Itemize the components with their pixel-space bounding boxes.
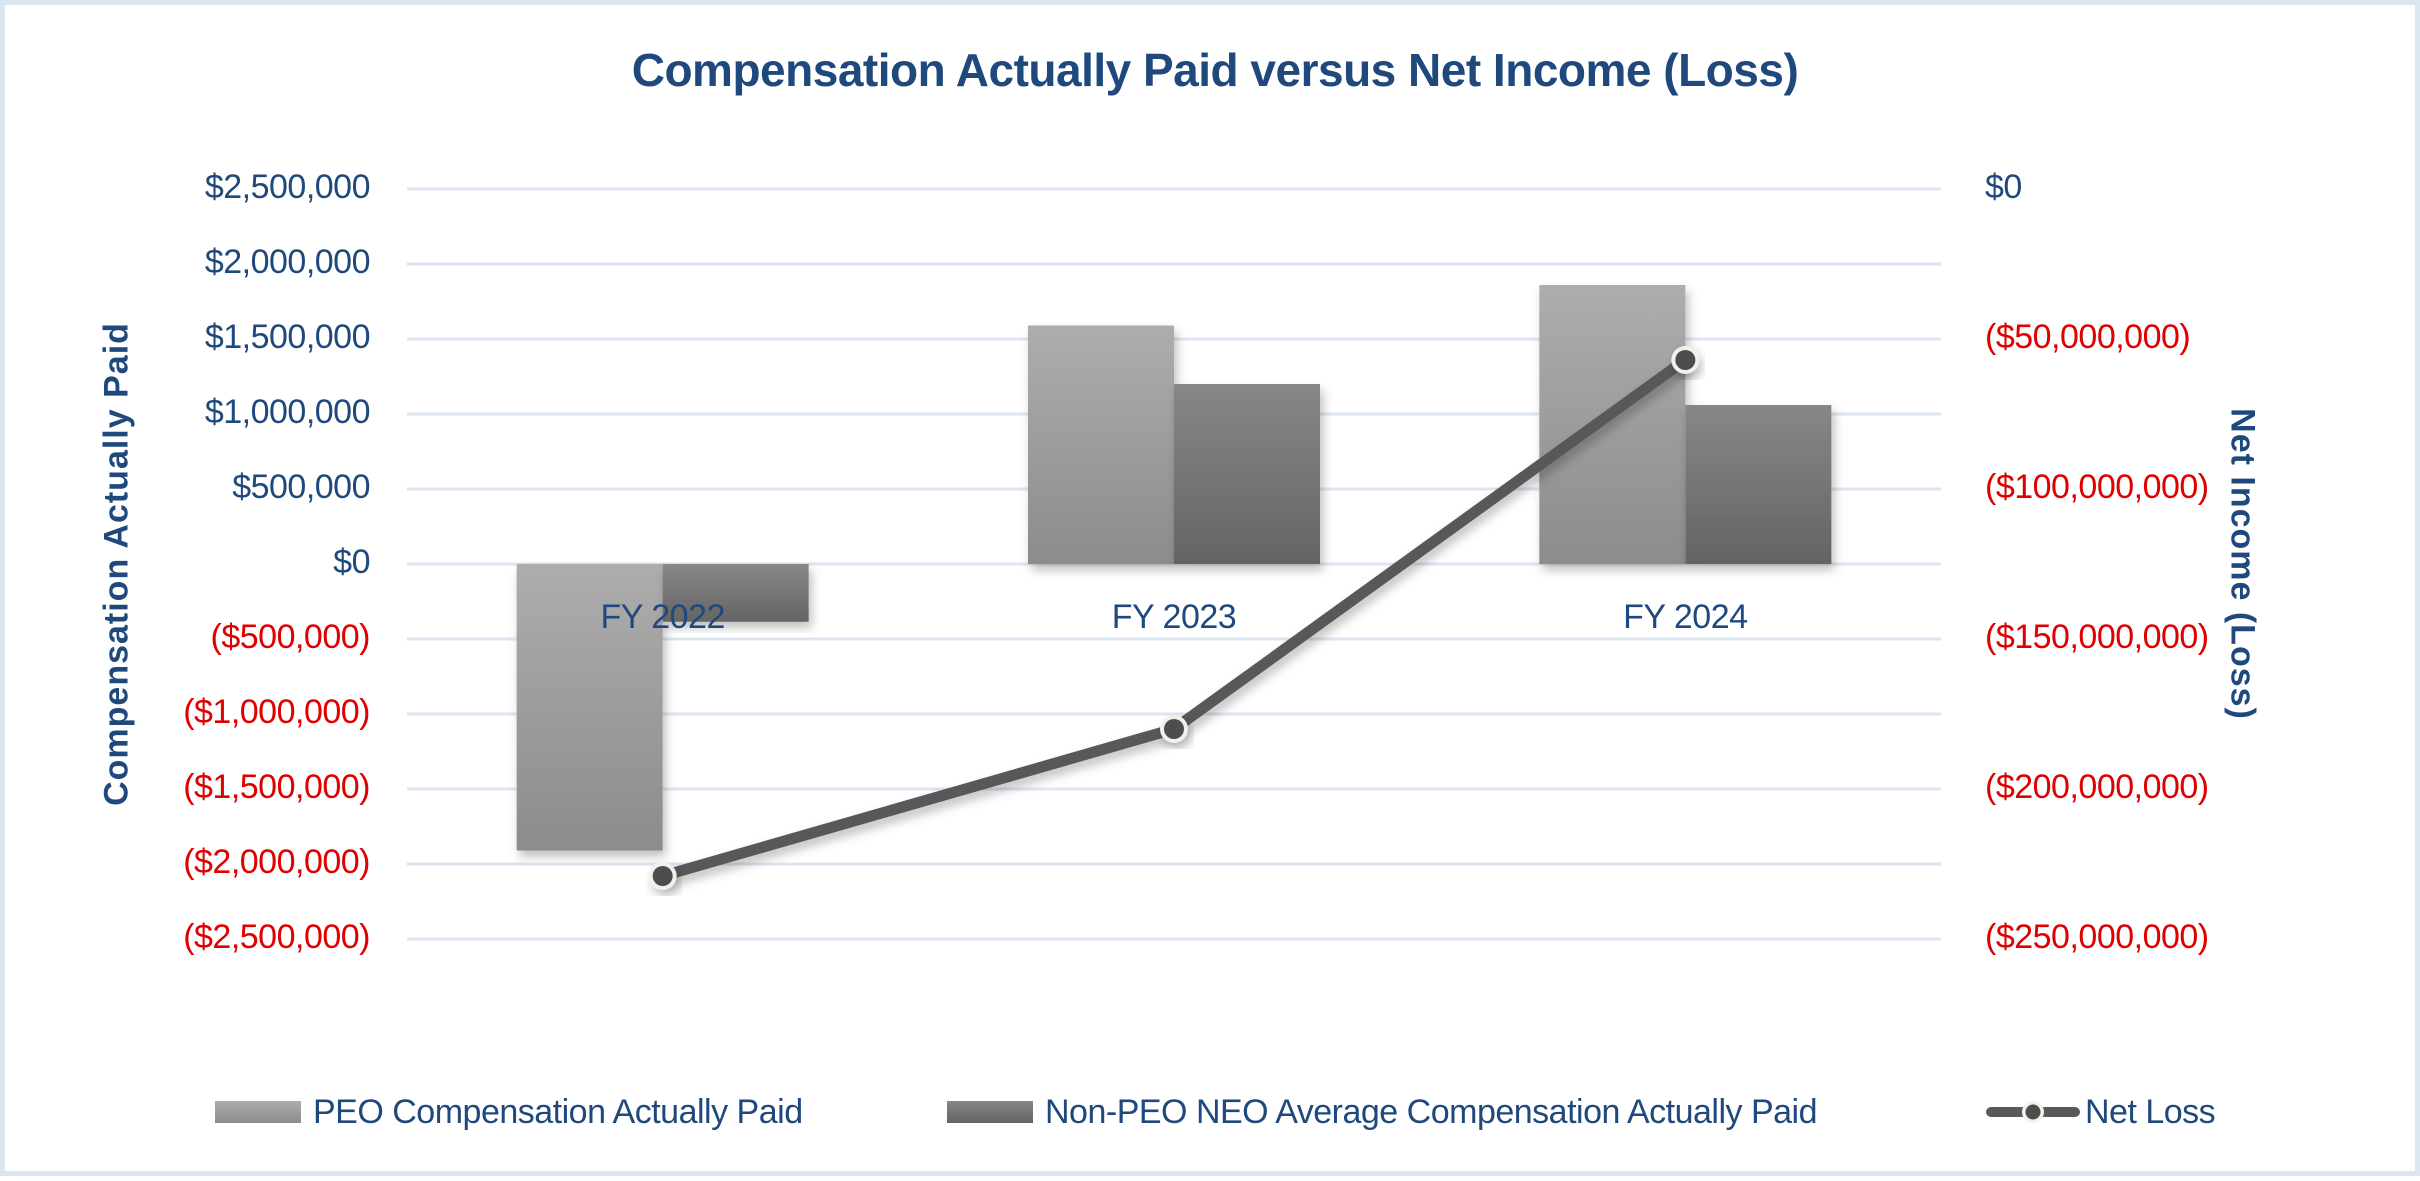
left-tick-label: $1,000,000 [204,393,371,431]
category-label: FY 2024 [1623,598,1748,636]
right-axis-title: Net Income (Loss) [2223,408,2262,720]
legend: PEO Compensation Actually Paid Non-PEO N… [5,1090,2420,1134]
chart-title: Compensation Actually Paid versus Net In… [631,44,1799,96]
left-tick-label: $2,500,000 [204,168,371,206]
right-tick-label: ($100,000,000) [1985,468,2209,506]
right-tick-label: ($150,000,000) [1985,618,2209,656]
left-tick-label: ($2,500,000) [183,918,370,956]
left-axis-title: Compensation Actually Paid [97,322,136,806]
net-loss-line [648,346,1700,890]
legend-item-net-loss: Net Loss [1985,1090,2216,1134]
left-tick-label: ($2,000,000) [183,843,370,881]
right-tick-label: ($250,000,000) [1985,918,2209,956]
neo-swatch-icon [947,1101,1033,1123]
peo-bar [516,564,663,851]
right-tick-label: $0 [1985,168,2022,206]
neo-bar [1685,405,1832,564]
left-tick-label: $500,000 [232,468,370,506]
left-tick-label: $2,000,000 [204,243,371,281]
plot-area [407,187,1941,941]
peo-swatch-icon [215,1101,301,1123]
neo-bar [662,564,809,622]
legend-item-peo: PEO Compensation Actually Paid [215,1090,803,1134]
left-tick-label: ($500,000) [210,618,371,656]
legend-label-net-loss: Net Loss [2085,1092,2216,1131]
category-label: FY 2023 [1111,598,1237,636]
right-tick-label: ($200,000,000) [1985,768,2209,806]
peo-bar [1028,325,1174,564]
legend-item-neo: Non-PEO NEO Average Compensation Actuall… [947,1090,1818,1134]
net-loss-marker-dot [1164,719,1184,739]
neo-bar [1174,384,1320,564]
net-loss-marker-dot [1675,350,1696,370]
line-marker-icon [1986,1101,2080,1123]
left-tick-label: ($1,000,000) [183,693,370,731]
bars [516,285,1832,851]
category-label: FY 2022 [600,598,725,636]
net-loss-marker-dot [652,866,673,886]
legend-label-peo: PEO Compensation Actually Paid [313,1092,803,1131]
legend-label-neo: Non-PEO NEO Average Compensation Actuall… [1045,1092,1818,1131]
left-tick-label: ($1,500,000) [183,768,370,806]
left-tick-label: $0 [333,543,370,581]
right-tick-label: ($50,000,000) [1985,318,2191,356]
left-tick-label: $1,500,000 [204,318,371,356]
peo-bar [1539,285,1686,564]
